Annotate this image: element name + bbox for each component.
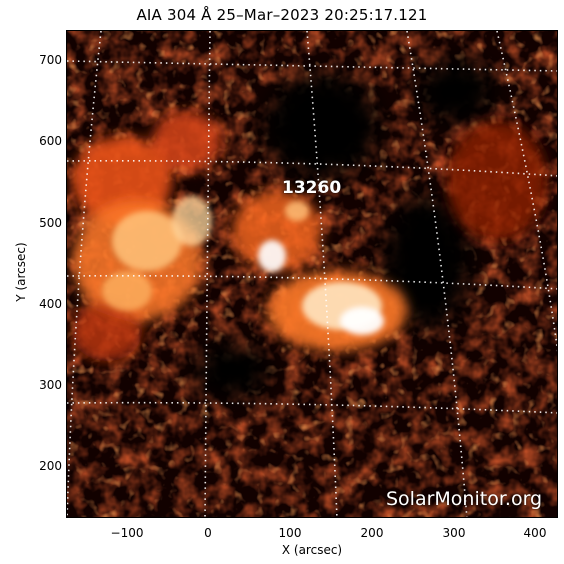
solar-image xyxy=(67,31,557,517)
x-tick-label: −100 xyxy=(110,526,144,540)
x-tick-label: 400 xyxy=(523,526,547,540)
y-tick-label: 400 xyxy=(39,297,62,311)
x-tick-label: 300 xyxy=(442,526,466,540)
x-tick-label: 200 xyxy=(360,526,384,540)
y-tick-label: 700 xyxy=(39,53,62,67)
y-tick-label: 600 xyxy=(39,134,62,148)
solar-image-panel xyxy=(66,30,558,518)
image-title: AIA 304 Å 25–Mar–2023 20:25:17.121 xyxy=(136,6,428,24)
x-tick-label: 100 xyxy=(278,526,302,540)
x-tick-label: 0 xyxy=(204,526,212,540)
watermark: SolarMonitor.org xyxy=(386,488,543,510)
active-region-label: 13260 xyxy=(282,178,342,198)
y-tick-label: 500 xyxy=(39,216,62,230)
y-tick-label: 300 xyxy=(39,378,62,392)
y-tick-label: 200 xyxy=(39,459,62,473)
x-axis-label: X (arcsec) xyxy=(281,543,343,557)
y-axis-label: Y (arcsec) xyxy=(14,242,28,302)
